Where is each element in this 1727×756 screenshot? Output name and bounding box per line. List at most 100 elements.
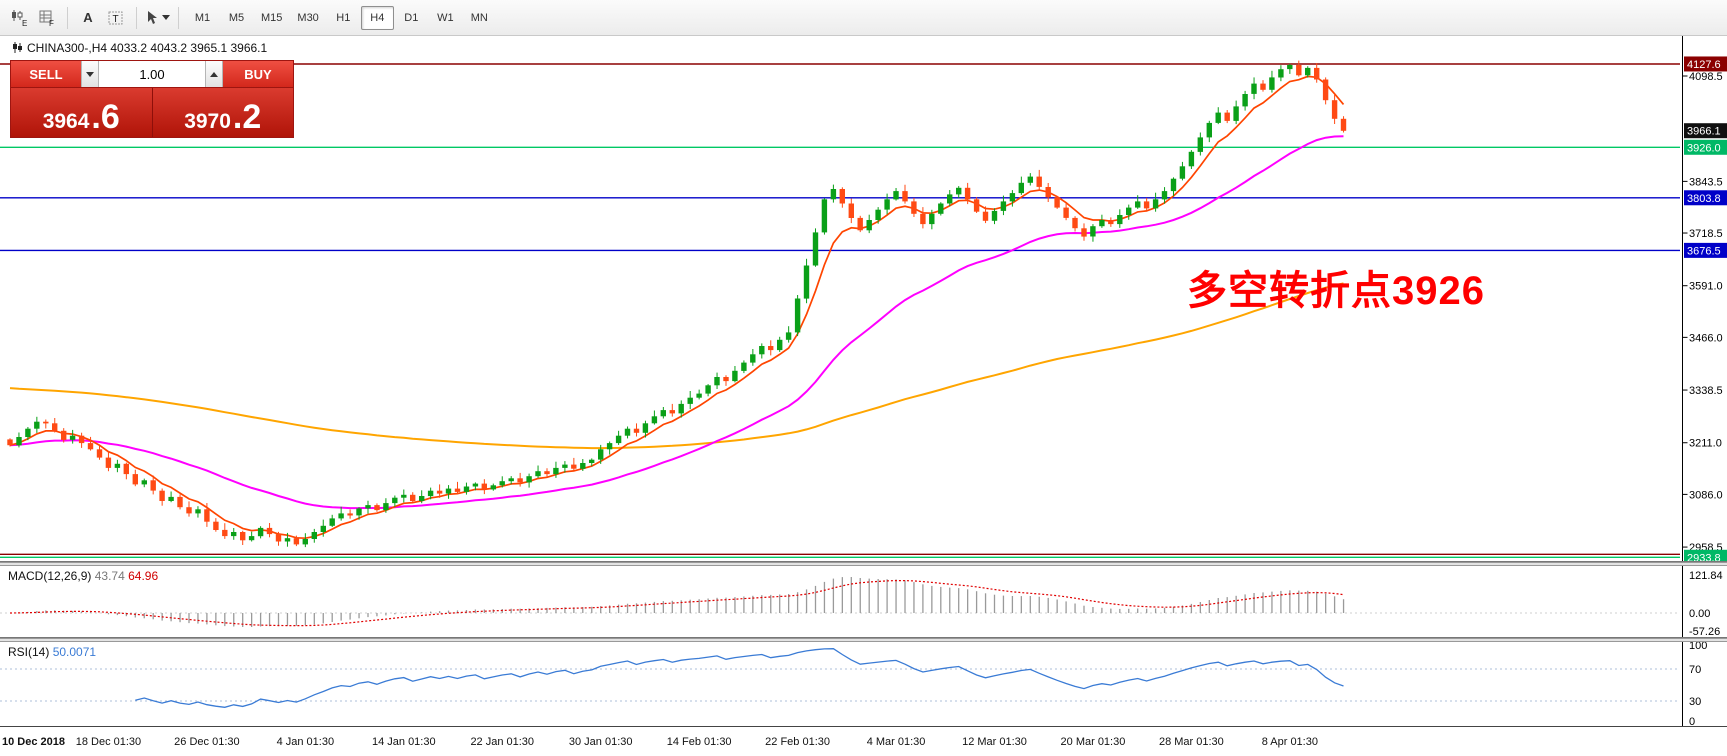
timeframe-button-m5[interactable]: M5 <box>220 6 253 30</box>
cursor-tool-icon[interactable] <box>144 5 171 31</box>
toolbar-separator <box>136 6 137 29</box>
panel-divider[interactable] <box>0 562 1727 566</box>
macd-indicator-label: MACD(12,26,9) 43.74 64.96 <box>8 569 158 583</box>
time-axis-label: 18 Dec 01:30 <box>75 736 142 748</box>
timeframe-button-h4[interactable]: H4 <box>360 5 394 30</box>
price-level-tag <box>1684 139 1727 155</box>
price-level-label: 3966.1 <box>1687 126 1721 138</box>
text-tool-icon[interactable]: A <box>75 5 101 31</box>
rsi-axis-label: 100 <box>1689 642 1707 652</box>
rsi-label-text: RSI(14) <box>8 645 50 659</box>
trade-controls-row: SELL BUY <box>11 61 293 87</box>
symbol-chart-icon <box>13 42 22 53</box>
macd-main-value: 43.74 <box>94 569 125 583</box>
macd-histogram <box>18 577 1345 627</box>
price-tick-label: 3591.0 <box>1689 281 1723 293</box>
buy-price-display[interactable]: 3970.2 <box>151 88 293 137</box>
price-level-label: 2933.8 <box>1687 552 1721 562</box>
price-tick-label: 3086.0 <box>1689 489 1723 501</box>
volume-increase-button[interactable] <box>205 61 223 87</box>
candles-group <box>7 60 1347 548</box>
time-axis-label: 26 Dec 01:30 <box>174 736 240 748</box>
price-level-label: 3926.0 <box>1687 142 1721 154</box>
buy-price-main: 3970 <box>184 110 231 133</box>
svg-text:T: T <box>113 14 119 25</box>
price-tick-label: 4098.5 <box>1689 71 1723 83</box>
time-axis-label: 22 Feb 01:30 <box>765 736 831 748</box>
sell-price-main: 3964 <box>42 110 90 133</box>
buy-price-pip: .2 <box>232 98 262 137</box>
ma-fast-line <box>9 75 1345 540</box>
macd-axis-label: 121.84 <box>1689 570 1723 582</box>
time-axis-label: 30 Jan 01:30 <box>568 736 633 748</box>
ma-slow-line <box>9 282 1344 450</box>
timeframe-button-mn[interactable]: MN <box>463 6 496 30</box>
rsi-value: 50.0071 <box>52 645 97 659</box>
ma-medium-line <box>9 135 1344 510</box>
timeframe-button-w1[interactable]: W1 <box>429 6 462 30</box>
toolbar-separator <box>67 6 68 29</box>
volume-input[interactable] <box>99 61 205 87</box>
buy-button[interactable]: BUY <box>223 61 293 87</box>
time-axis-label: 14 Jan 01:30 <box>371 736 436 748</box>
time-axis-label: 28 Mar 01:30 <box>1158 736 1224 748</box>
price-tick-label: 3843.5 <box>1689 176 1723 188</box>
price-level-tag <box>1684 56 1727 72</box>
top-toolbar: E F A T M1 M5 M15 M30 H1 H4 D1 W1 MN <box>0 0 1727 36</box>
sell-button[interactable]: SELL <box>11 61 81 87</box>
macd-signal-line <box>9 580 1344 627</box>
volume-decrease-button[interactable] <box>81 61 99 87</box>
one-click-trading-panel: SELL BUY 3964.6 3970.2 <box>10 60 294 138</box>
caret-down-icon <box>86 71 94 77</box>
timeframe-button-h1[interactable]: H1 <box>327 6 360 30</box>
timeframe-button-m15[interactable]: M15 <box>254 6 289 30</box>
label-tool-icon[interactable]: T <box>103 5 129 31</box>
chart-annotation-text: 多空转折点3926 <box>1187 269 1485 313</box>
rsi-canvas[interactable]: 100 70 30 0 <box>0 642 1727 727</box>
toolbar-separator <box>178 6 179 29</box>
price-tick-label: 3466.0 <box>1689 332 1723 344</box>
rsi-axis-label: 0 <box>1689 716 1695 727</box>
cursor-glyph <box>148 11 157 24</box>
candlestick-glyph: E <box>12 9 27 27</box>
time-axis-label: 12 Mar 01:30 <box>962 736 1027 748</box>
time-axis-label: 8 Apr 01:30 <box>1261 736 1318 748</box>
time-axis-label: 10 Dec 2018 <box>2 736 65 748</box>
price-level-tag <box>1684 549 1727 562</box>
sell-price-display[interactable]: 3964.6 <box>11 88 152 137</box>
price-level-tag <box>1684 190 1727 206</box>
price-level-label: 3803.8 <box>1687 193 1721 205</box>
price-tick-label: 3718.5 <box>1689 228 1723 240</box>
rsi-line <box>135 648 1344 708</box>
time-axis-label: 4 Mar 01:30 <box>866 736 926 748</box>
price-level-label: 3676.5 <box>1687 245 1721 257</box>
caret-up-icon <box>210 71 218 77</box>
timeframe-button-m30[interactable]: M30 <box>290 6 325 30</box>
macd-signal-value: 64.96 <box>128 569 159 583</box>
panel-divider[interactable] <box>0 638 1727 642</box>
svg-text:E: E <box>22 19 27 27</box>
price-tick-label: 3338.5 <box>1689 385 1723 397</box>
price-level-tag <box>1684 123 1727 139</box>
candlestick-chart-icon[interactable]: E <box>6 5 32 31</box>
time-axis[interactable]: 10 Dec 2018 18 Dec 01:30 26 Dec 01:30 4 Jan… <box>0 727 1727 756</box>
moving-average-lines <box>9 75 1345 540</box>
macd-label-text: MACD(12,26,9) <box>8 569 92 583</box>
time-axis-label: 22 Jan 01:30 <box>470 736 535 748</box>
timeframe-button-d1[interactable]: D1 <box>395 6 428 30</box>
time-axis-label: 20 Mar 01:30 <box>1060 736 1126 748</box>
price-axis[interactable]: 4098.5 3843.5 3718.5 3591.0 3466.0 3338.5 3211… <box>1682 36 1727 562</box>
rsi-axis-label: 30 <box>1689 696 1701 708</box>
macd-axis-label: -57.26 <box>1689 626 1720 638</box>
grid-icon[interactable]: F <box>34 5 60 31</box>
price-tick-label: 3211.0 <box>1689 438 1722 450</box>
macd-axis-label: 0.00 <box>1689 608 1710 620</box>
macd-canvas[interactable]: 121.84 0.00 -57.26 <box>0 566 1727 638</box>
grid-glyph: F <box>39 10 54 27</box>
label-glyph: T <box>108 11 123 25</box>
dropdown-caret-icon <box>162 15 170 20</box>
timeframe-button-m1[interactable]: M1 <box>186 6 219 30</box>
svg-text:F: F <box>49 19 54 27</box>
time-axis-label: 4 Jan 01:30 <box>276 736 335 748</box>
time-axis-label: 14 Feb 01:30 <box>666 736 732 748</box>
